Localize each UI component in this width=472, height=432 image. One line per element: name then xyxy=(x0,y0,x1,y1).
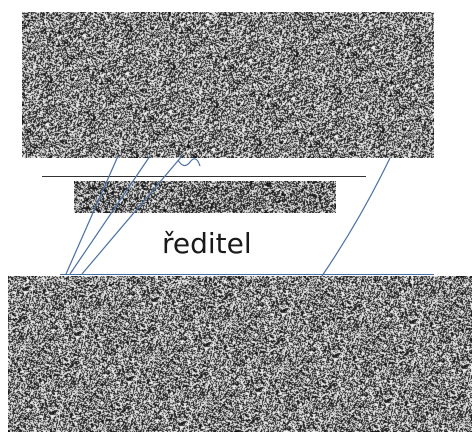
black-rule-line xyxy=(42,176,366,177)
blue-rule-line xyxy=(60,274,434,275)
pen-squiggle xyxy=(177,158,201,167)
document-word: ředitel xyxy=(162,227,252,260)
pen-stroke-left-1 xyxy=(65,155,119,275)
pen-stroke-left-2 xyxy=(69,155,151,275)
redacted-noise-strip xyxy=(74,181,336,213)
redacted-noise-block-top xyxy=(22,12,434,158)
redacted-noise-block-bottom xyxy=(8,276,472,432)
